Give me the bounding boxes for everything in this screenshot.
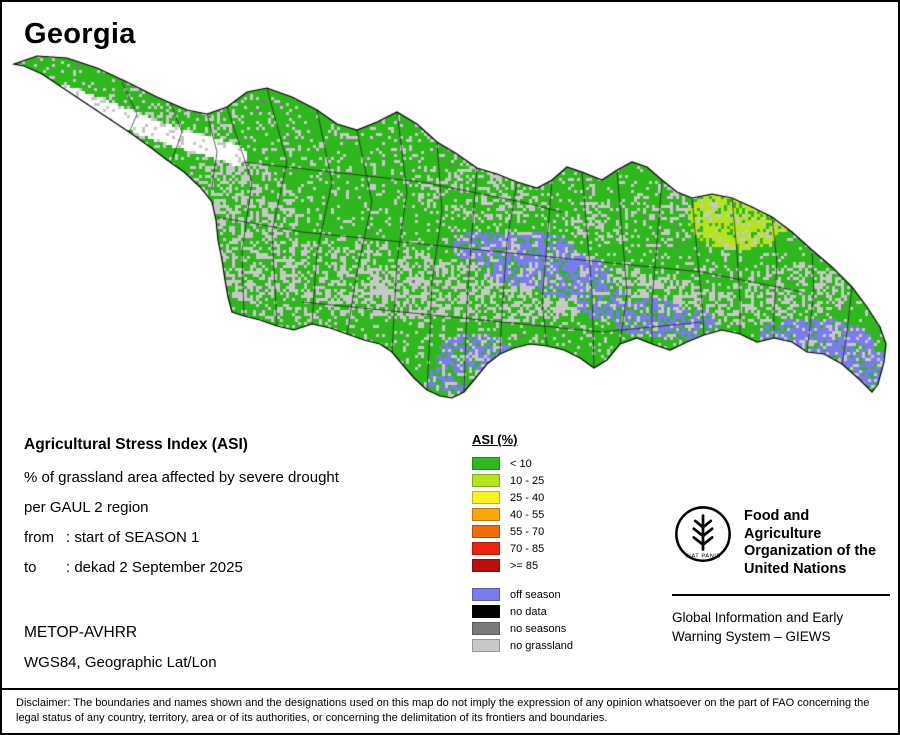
legend-item-40-55: 40 - 55 <box>472 506 573 523</box>
giews-line1: Global Information and Early <box>672 610 844 625</box>
legend-item-55-70: 55 - 70 <box>472 523 573 540</box>
giews-line2: Warning System – GIEWS <box>672 629 831 644</box>
asi-heading: Agricultural Stress Index (ASI) <box>24 436 248 453</box>
legend-label-off-season: off season <box>510 588 561 601</box>
legend-item-off-season: off season <box>472 586 573 603</box>
legend-swatch-55-70 <box>472 525 500 538</box>
period-to: to : dekad 2 September 2025 <box>24 559 339 576</box>
sensor-name: METOP-AVHRR <box>24 624 138 641</box>
fao-divider <box>672 594 890 596</box>
asi-description-line2: per GAUL 2 region <box>24 499 149 516</box>
legend-item-no-seasons: no seasons <box>472 620 573 637</box>
legend-other-group: off season no data no seasons no grassla… <box>472 586 573 654</box>
fao-name-line1: Food and Agriculture <box>743 508 822 542</box>
legend: ASI (%) < 10 10 - 25 25 - 40 40 - 55 55 … <box>472 432 573 654</box>
legend-label-10-25: 10 - 25 <box>510 474 545 487</box>
to-label: to <box>24 559 37 576</box>
legend-label-25-40: 25 - 40 <box>510 491 545 504</box>
georgia-asi-map <box>2 2 898 422</box>
page-title: Georgia <box>24 18 136 50</box>
legend-swatch-40-55 <box>472 508 500 521</box>
fao-motto: FIAT PANIS <box>685 553 720 559</box>
legend-item-10-25: 10 - 25 <box>472 472 573 489</box>
fao-name-line2: Organization of the <box>743 543 877 559</box>
legend-label-no-grassland: no grassland <box>510 639 573 652</box>
legend-swatch-no-seasons <box>472 622 500 635</box>
legend-title: ASI (%) <box>472 432 518 447</box>
fao-block: FIAT PANIS Food and Agriculture Organiza… <box>672 505 890 646</box>
disclaimer-divider <box>2 688 898 690</box>
map-info: Agricultural Stress Index (ASI) % of gra… <box>24 436 339 684</box>
disclaimer: Disclaimer: The boundaries and names sho… <box>16 697 870 724</box>
legend-label-40-55: 40 - 55 <box>510 508 545 521</box>
period-from: from : start of SEASON 1 <box>24 529 339 546</box>
from-label: from <box>24 529 54 546</box>
legend-label-lt10: < 10 <box>510 457 532 470</box>
fao-logo-icon: FIAT PANIS <box>675 506 731 562</box>
to-value: : dekad 2 September 2025 <box>66 559 243 576</box>
giews-label: Global Information and Early Warning Sys… <box>672 608 890 646</box>
legend-swatch-ge85 <box>472 559 500 572</box>
legend-label-55-70: 55 - 70 <box>510 525 545 538</box>
legend-item-no-grassland: no grassland <box>472 637 573 654</box>
legend-item-no-data: no data <box>472 603 573 620</box>
fao-name: Food and Agriculture Organization of the… <box>744 505 890 578</box>
legend-swatch-10-25 <box>472 474 500 487</box>
legend-item-lt10: < 10 <box>472 455 573 472</box>
legend-label-no-seasons: no seasons <box>510 622 567 635</box>
projection-info: WGS84, Geographic Lat/Lon <box>24 654 217 671</box>
legend-label-no-data: no data <box>510 605 547 618</box>
from-value: : start of SEASON 1 <box>66 529 200 546</box>
legend-swatch-no-grassland <box>472 639 500 652</box>
legend-item-70-85: 70 - 85 <box>472 540 573 557</box>
fao-header: FIAT PANIS Food and Agriculture Organiza… <box>672 505 890 578</box>
legend-item-25-40: 25 - 40 <box>472 489 573 506</box>
legend-label-ge85: >= 85 <box>510 559 539 572</box>
legend-swatch-70-85 <box>472 542 500 555</box>
asi-description-line1: % of grassland area affected by severe d… <box>24 469 339 486</box>
legend-item-ge85: >= 85 <box>472 557 573 574</box>
fao-name-line3: United Nations <box>743 560 847 577</box>
legend-swatch-lt10 <box>472 457 500 470</box>
legend-swatch-no-data <box>472 605 500 618</box>
legend-label-70-85: 70 - 85 <box>510 542 545 555</box>
legend-swatch-25-40 <box>472 491 500 504</box>
legend-swatch-off-season <box>472 588 500 601</box>
